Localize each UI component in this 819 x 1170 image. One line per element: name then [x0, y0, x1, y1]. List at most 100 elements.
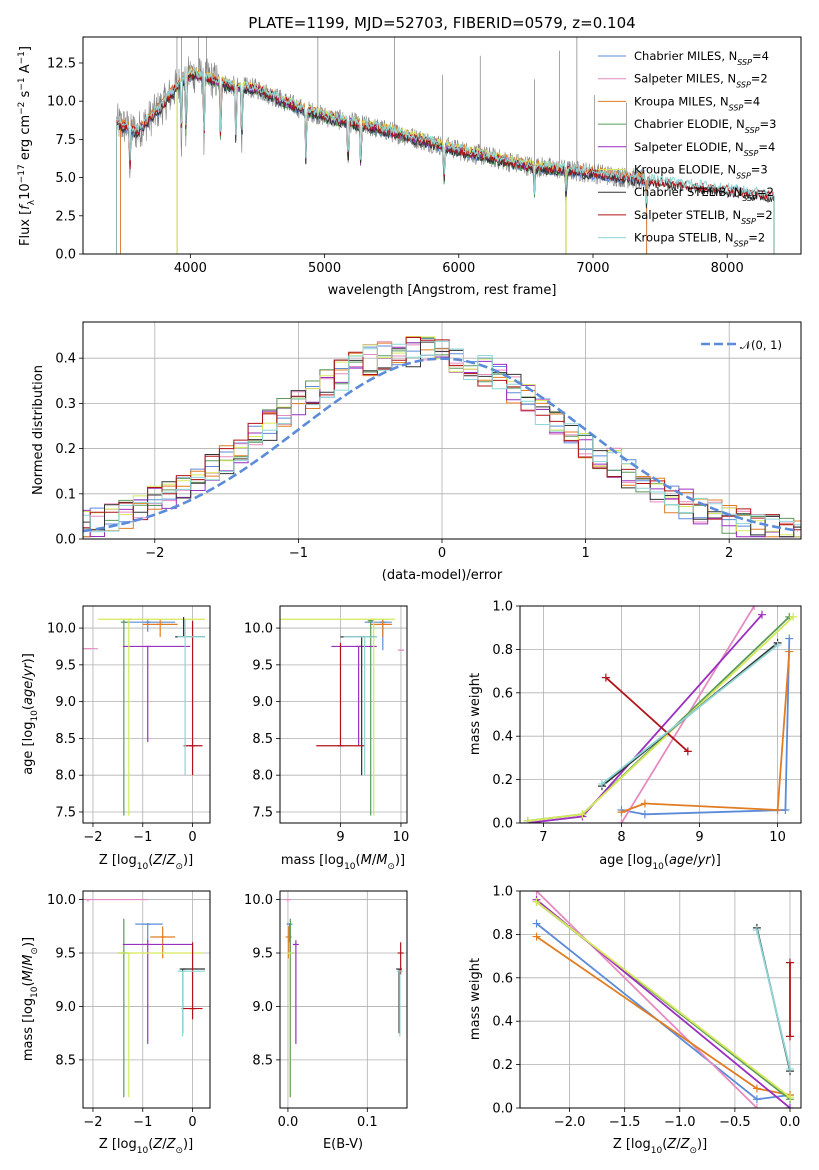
x-tick-label: 7000: [576, 261, 609, 276]
x-tick-label: 10: [393, 830, 410, 845]
x-tick-label: −2: [83, 1115, 102, 1130]
series-marker: [789, 612, 798, 621]
x-tick-label: −1: [289, 546, 308, 561]
plot-area: [532, 891, 794, 1108]
series-marker: [773, 805, 782, 814]
y-tick-label: 0.4: [492, 1015, 513, 1030]
series-line: [527, 616, 790, 822]
legend-label: Salpeter STELIB, NSSP=2: [634, 208, 773, 226]
x-tick-label: 0: [438, 546, 446, 561]
series-marker: [785, 1032, 794, 1041]
series-marker: [785, 958, 794, 967]
errorbar-salpeter-stelib: [183, 620, 203, 776]
x-tick-label: 1: [581, 546, 589, 561]
x-tick-label: −0.5: [719, 1115, 751, 1130]
y-tick-label: 0.2: [492, 773, 513, 788]
series-line: [621, 651, 791, 813]
series-marker: [752, 926, 761, 935]
legend-label: Kroupa ELODIE, NSSP=3: [634, 163, 768, 181]
axes-frame: [82, 36, 802, 255]
legend-label: Kroupa STELIB, NSSP=2: [634, 231, 765, 249]
errorbar-kroupa-stelib: [396, 970, 403, 1037]
y-axis-label: mass weight: [468, 673, 483, 755]
series-marker: [785, 1093, 794, 1102]
y-tick-label: 0.0: [492, 817, 513, 832]
y-tick-label: 9.0: [252, 695, 273, 710]
legend-label: 𝒩(0, 1): [740, 338, 782, 352]
series-chabrier-miles: [532, 919, 794, 1104]
errorbar-chabrier-elodie: [120, 619, 127, 816]
plot-area: [284, 898, 404, 1098]
plot-area: [83, 336, 801, 538]
errorbar-kroupa-elodie: [280, 618, 395, 816]
series-marker: [750, 606, 759, 610]
y-tick-label: 8.0: [252, 769, 273, 784]
x-axis-label: mass [log10(M/M⊙)]: [281, 853, 405, 872]
axes-mass_vs_ebv: 0.0 0.1 8.5 9.0 9.5 10.0 E(B-V): [244, 890, 408, 1152]
series-marker: [752, 1104, 761, 1108]
x-tick-label: −1: [133, 1115, 152, 1130]
x-axis-label: age [log10(age/yr)]: [599, 853, 721, 872]
y-tick-label: 0.2: [492, 1058, 513, 1073]
series-kroupa-elodie: [532, 897, 794, 1102]
y-tick-label: 8.5: [252, 1053, 273, 1068]
errorbar-kroupa-stelib: [177, 619, 206, 776]
y-tick-label: 10.0: [244, 893, 273, 908]
series-kroupa-stelib: [752, 926, 794, 1073]
series-marker: [752, 1095, 761, 1104]
histogram-salpeter-stelib: [83, 337, 801, 531]
errorbar-kroupa-elodie: [97, 618, 206, 816]
y-tick-label: 12.5: [47, 56, 76, 71]
x-tick-label: 7: [539, 830, 547, 845]
y-tick-label: 0.0: [492, 1102, 513, 1117]
y-axis-label: mass [log10(M/M⊙)]: [21, 937, 40, 1061]
x-tick-label: 0.0: [278, 1115, 299, 1130]
y-tick-label: 10.0: [47, 622, 76, 637]
y-tick-label: 1.0: [492, 885, 513, 900]
series-salpeter-miles: [532, 891, 761, 1108]
series-marker: [640, 810, 649, 819]
y-tick-label: 0.4: [492, 730, 513, 745]
series-marker: [532, 919, 541, 928]
y-tick-label: 9.5: [55, 658, 76, 673]
x-tick-label: −1: [133, 830, 152, 845]
x-tick-label: 5000: [308, 261, 341, 276]
axes-mass_vs_Z: −2 −1 0 8.5 9.0 9.5 10.0 Z [log10(Z/Z⊙)] mass [l…: [21, 890, 211, 1156]
y-tick-label: 0.8: [492, 928, 513, 943]
y-tick-label: 0.3: [55, 397, 76, 412]
y-tick-label: 2.5: [55, 209, 76, 224]
series-line: [601, 644, 779, 785]
y-tick-label: 9.0: [55, 695, 76, 710]
errorbar-salpeter-stelib: [316, 642, 365, 747]
y-tick-label: 0.6: [492, 686, 513, 701]
series-kroupa-elodie: [523, 612, 798, 823]
y-axis-label: Normed distribution: [31, 365, 46, 495]
y-tick-label: 0.0: [55, 248, 76, 263]
series-kroupa-stelib: [597, 641, 782, 788]
y-tick-label: 0.8: [492, 643, 513, 658]
series-salpeter-stelib: [785, 958, 794, 1041]
y-tick-label: 7.5: [252, 805, 273, 820]
errorbar-salpeter-elodie: [122, 645, 191, 743]
series-line: [535, 922, 791, 1101]
y-tick-label: 10.0: [47, 95, 76, 110]
normal-distribution-curve: [83, 357, 799, 533]
plot-area: [523, 606, 798, 823]
legend-label: Salpeter MILES, NSSP=2: [634, 72, 768, 90]
series-marker: [752, 1084, 761, 1093]
series-marker: [532, 897, 541, 906]
model-spectrum-chabrier-miles: [120, 73, 647, 206]
x-tick-label: 4000: [174, 261, 207, 276]
series-line: [756, 929, 791, 1070]
y-axis-label: Flux [fλ10−17 erg cm−2 s−1 A−1]: [17, 46, 37, 246]
plot-area: [280, 618, 404, 816]
legend: Chabrier MILES, NSSP=4 Salpeter MILES, NS…: [598, 49, 776, 248]
series-kroupa-miles: [617, 647, 794, 817]
errorbar-chabrier-elodie: [367, 619, 374, 816]
series-marker: [757, 610, 766, 619]
errorbar-chabrier-stelib: [175, 617, 206, 638]
x-tick-label: 9: [695, 830, 703, 845]
model-spectrum-kroupa-stelib: [116, 67, 775, 204]
y-axis-label: age [log10(age/yr)]: [21, 653, 40, 775]
